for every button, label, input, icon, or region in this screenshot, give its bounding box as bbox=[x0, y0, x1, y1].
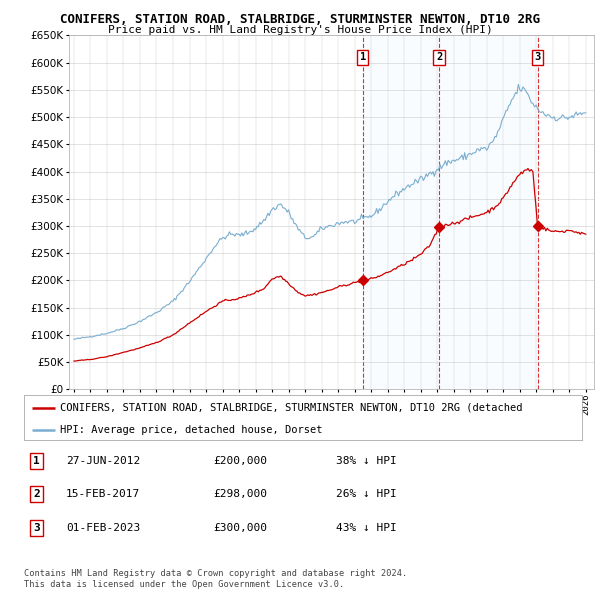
Text: CONIFERS, STATION ROAD, STALBRIDGE, STURMINSTER NEWTON, DT10 2RG: CONIFERS, STATION ROAD, STALBRIDGE, STUR… bbox=[60, 13, 540, 26]
Text: HPI: Average price, detached house, Dorset: HPI: Average price, detached house, Dors… bbox=[60, 425, 323, 435]
Text: CONIFERS, STATION ROAD, STALBRIDGE, STURMINSTER NEWTON, DT10 2RG (detached: CONIFERS, STATION ROAD, STALBRIDGE, STUR… bbox=[60, 403, 523, 412]
Text: £300,000: £300,000 bbox=[214, 523, 268, 533]
Text: 1: 1 bbox=[359, 52, 366, 62]
Text: 3: 3 bbox=[535, 52, 541, 62]
Text: 43% ↓ HPI: 43% ↓ HPI bbox=[337, 523, 397, 533]
Text: 38% ↓ HPI: 38% ↓ HPI bbox=[337, 456, 397, 466]
Bar bbox=[363, 35, 538, 389]
Text: 2: 2 bbox=[33, 489, 40, 499]
Text: Price paid vs. HM Land Registry's House Price Index (HPI): Price paid vs. HM Land Registry's House … bbox=[107, 25, 493, 35]
Text: £200,000: £200,000 bbox=[214, 456, 268, 466]
Text: 15-FEB-2017: 15-FEB-2017 bbox=[66, 489, 140, 499]
Text: 2: 2 bbox=[436, 52, 442, 62]
Text: 27-JUN-2012: 27-JUN-2012 bbox=[66, 456, 140, 466]
Text: 01-FEB-2023: 01-FEB-2023 bbox=[66, 523, 140, 533]
Text: £298,000: £298,000 bbox=[214, 489, 268, 499]
Text: 1: 1 bbox=[33, 456, 40, 466]
Text: 3: 3 bbox=[33, 523, 40, 533]
Text: 26% ↓ HPI: 26% ↓ HPI bbox=[337, 489, 397, 499]
Text: Contains HM Land Registry data © Crown copyright and database right 2024.
This d: Contains HM Land Registry data © Crown c… bbox=[24, 569, 407, 589]
